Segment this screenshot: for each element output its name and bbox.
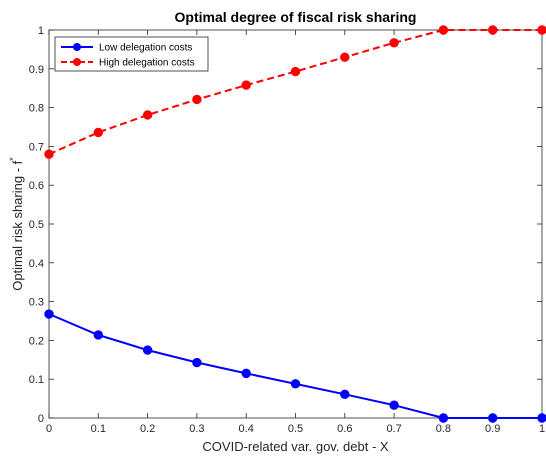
y-tick-label: 0.1 (29, 374, 44, 386)
series-line-2 (48, 29, 542, 156)
ticks-layer: 0 0.1 0.2 0.3 0.4 0.5 0.6 0.7 0.8 0.9 1 0 0.1 0.2 0.3 0… (29, 25, 545, 435)
series-1-point (93, 330, 104, 340)
series-1-point (537, 413, 546, 423)
legend-marker-2 (73, 58, 81, 66)
x-tick-label: 0.8 (436, 423, 451, 435)
series-1-point (290, 379, 301, 389)
y-tick-label: 0.2 (29, 335, 44, 347)
legend-box (54, 36, 209, 72)
y-axis-label: Optimal risk sharing - f* (8, 157, 25, 291)
series-1-point (340, 389, 350, 400)
series-2-point (340, 52, 350, 62)
series-1-point (192, 357, 202, 368)
series-1-point (488, 413, 498, 423)
series-2-point (389, 38, 399, 48)
series-1-point (241, 368, 251, 379)
series-1-point (438, 413, 449, 423)
chart-title: Optimal degree of fiscal risk sharing (175, 9, 417, 25)
y-tick-label: 0.9 (29, 64, 44, 76)
legend-marker-1 (73, 43, 81, 51)
y-tick-label: 0.5 (29, 219, 44, 231)
series-2-point (44, 149, 54, 159)
series-2-point (93, 127, 104, 138)
y-tick-label: 0.7 (29, 141, 44, 153)
y-tick-label: 0.8 (29, 103, 44, 115)
series-layer (44, 25, 546, 423)
plot-area (48, 29, 543, 419)
series-2-point (142, 110, 153, 120)
x-tick-label: 0.5 (288, 423, 303, 435)
legend-label-1: Low delegation costs (99, 43, 192, 54)
series-1-point (142, 345, 153, 355)
x-tick-label: 1 (539, 423, 545, 435)
y-tick-label: 1 (38, 25, 44, 37)
legend-label-2: High delegation costs (99, 58, 195, 69)
y-tick-label: 0.3 (29, 297, 44, 309)
x-tick-label: 0.6 (337, 423, 352, 435)
x-axis-label: COVID-related var. gov. debt - X (202, 439, 388, 454)
series-2-point (241, 80, 251, 90)
series-1-point (44, 309, 54, 319)
y-tick-label: 0.4 (29, 258, 44, 270)
series-2-point (537, 25, 546, 35)
series-2-point (192, 94, 202, 105)
y-tick-label: 0 (38, 413, 44, 425)
series-2-point (438, 25, 449, 35)
series-2-point (290, 66, 301, 77)
x-tick-label: 0.2 (140, 423, 155, 435)
x-tick-label: 0 (46, 423, 52, 435)
y-tick-label: 0.6 (29, 180, 44, 192)
x-tick-label: 0.1 (91, 423, 106, 435)
y-axis-label-superscript: * (8, 157, 18, 161)
legend: Low delegation costs High delegation cost… (54, 36, 209, 72)
series-1-point (389, 400, 399, 410)
x-tick-label: 0.3 (189, 423, 204, 435)
x-tick-label: 0.4 (239, 423, 254, 435)
x-tick-label: 0.7 (386, 423, 401, 435)
series-2-point (488, 25, 498, 35)
x-tick-label: 0.9 (485, 423, 500, 435)
y-axis-label-main: Optimal risk sharing - f (10, 160, 25, 290)
